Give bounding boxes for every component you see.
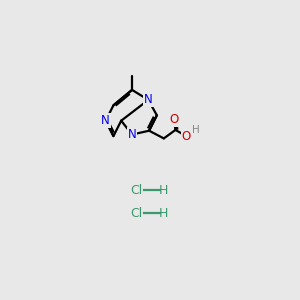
Text: Cl: Cl bbox=[130, 184, 143, 196]
Text: H: H bbox=[192, 125, 200, 135]
Text: H: H bbox=[159, 184, 169, 196]
Text: H: H bbox=[159, 207, 169, 220]
Text: N: N bbox=[144, 93, 153, 106]
Text: N: N bbox=[128, 128, 136, 141]
Text: O: O bbox=[169, 113, 178, 126]
Text: O: O bbox=[182, 130, 191, 142]
Text: Cl: Cl bbox=[130, 207, 143, 220]
Text: N: N bbox=[101, 114, 110, 127]
